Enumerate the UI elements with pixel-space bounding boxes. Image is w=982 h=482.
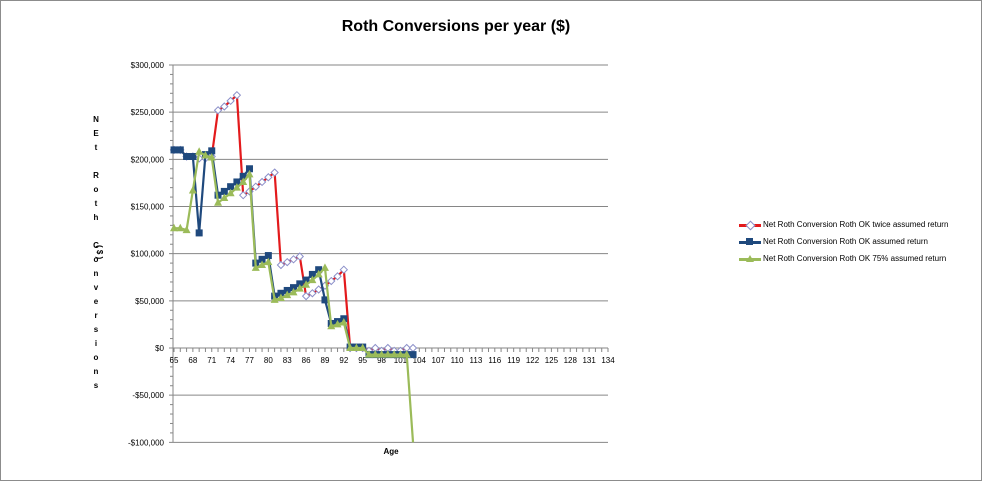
x-tick-label: 68: [188, 356, 197, 365]
legend-label: Net Roth Conversion Roth OK assumed retu…: [763, 237, 928, 246]
x-tick-label: 128: [564, 356, 578, 365]
y-tick-label: $100,000: [131, 250, 165, 259]
y-axis-label-char: o: [93, 255, 99, 264]
x-tick-label: 113: [470, 356, 483, 365]
y-axis-label-char: o: [93, 185, 99, 194]
y-axis-ticks: $300,000 $250,000 $200,000 $150,000 $100,000…: [128, 61, 174, 447]
triangle-marker-icon: [739, 254, 761, 264]
x-tick-label: 95: [358, 356, 367, 365]
series-lines: [169, 90, 418, 443]
legend-label: Net Roth Conversion Roth OK twice assume…: [763, 220, 949, 229]
x-tick-label: 71: [207, 356, 216, 365]
y-tick-label: $50,000: [135, 297, 164, 306]
x-tick-label: 107: [432, 356, 446, 365]
x-tick-label: 77: [245, 356, 254, 365]
series-line: [174, 150, 415, 443]
y-axis-label-char: R: [93, 171, 99, 180]
x-tick-label: 92: [339, 356, 348, 365]
y-axis-label-char: v: [93, 283, 99, 292]
x-tick-label: 122: [526, 356, 540, 365]
x-tick-label: 80: [264, 356, 273, 365]
y-tick-label: $300,000: [131, 61, 165, 70]
y-axis-label-char: t: [94, 199, 98, 208]
y-axis-label-char: N: [93, 115, 99, 124]
y-tick-label: $150,000: [131, 203, 165, 212]
y-tick-label: -$50,000: [132, 391, 164, 400]
y-axis-label-char: h: [93, 213, 99, 222]
y-tick-label: $0: [155, 344, 164, 353]
x-tick-label: 119: [507, 356, 520, 365]
x-tick-label: 74: [226, 356, 235, 365]
y-axis-label-char: n: [93, 367, 99, 376]
series-line: [174, 148, 414, 356]
x-tick-label: 83: [283, 356, 292, 365]
x-tick-label: 65: [170, 356, 179, 365]
x-tick-label: 98: [377, 356, 386, 365]
y-axis-label-char: C: [93, 241, 99, 250]
gridlines: [169, 64, 608, 443]
y-axis-label-char: n: [93, 269, 99, 278]
legend: Net Roth Conversion Roth OK twice assume…: [739, 216, 948, 267]
x-tick-label: 104: [413, 356, 427, 365]
x-tick-label: 101: [394, 356, 408, 365]
x-tick-label: 125: [545, 356, 559, 365]
chart-title: Roth Conversions per year ($): [341, 18, 571, 35]
series-2: [170, 146, 417, 359]
legend-item: Net Roth Conversion Roth OK assumed retu…: [739, 233, 948, 250]
y-tick-label: $250,000: [131, 108, 165, 117]
y-tick-label: $200,000: [131, 155, 165, 164]
x-tick-label: 110: [451, 356, 464, 365]
x-tick-label: 134: [601, 356, 615, 365]
y-axis-label-char: r: [94, 311, 98, 320]
series-1: [169, 90, 418, 356]
diamond-open-marker-icon: [739, 220, 761, 230]
x-tick-label: 86: [302, 356, 311, 365]
y-axis-label-char: s: [93, 381, 99, 390]
x-axis-label: Age: [383, 447, 399, 456]
x-tick-label: 131: [582, 356, 596, 365]
legend-item: Net Roth Conversion Roth OK 75% assumed …: [739, 250, 948, 267]
x-axis: 65 68 71 74 77 80 83 86 89 92 95 98 101 104 107 110 113 1…: [170, 347, 615, 365]
y-axis-label-char: o: [93, 353, 99, 362]
y-axis-label-char: i: [94, 339, 98, 348]
y-axis-label-char: E: [93, 129, 99, 138]
legend-item: Net Roth Conversion Roth OK twice assume…: [739, 216, 948, 233]
series-line: [174, 94, 414, 352]
series-3: [170, 147, 415, 443]
y-tick-label: -$100,000: [128, 438, 165, 447]
y-axis-label-char: s: [93, 325, 99, 334]
legend-label: Net Roth Conversion Roth OK 75% assumed …: [763, 254, 947, 263]
y-axis-label-char: t: [94, 143, 98, 152]
y-axis-label-char: e: [93, 297, 99, 306]
x-tick-label: 116: [488, 356, 501, 365]
square-marker-icon: [739, 237, 761, 247]
x-tick-label: 89: [321, 356, 330, 365]
